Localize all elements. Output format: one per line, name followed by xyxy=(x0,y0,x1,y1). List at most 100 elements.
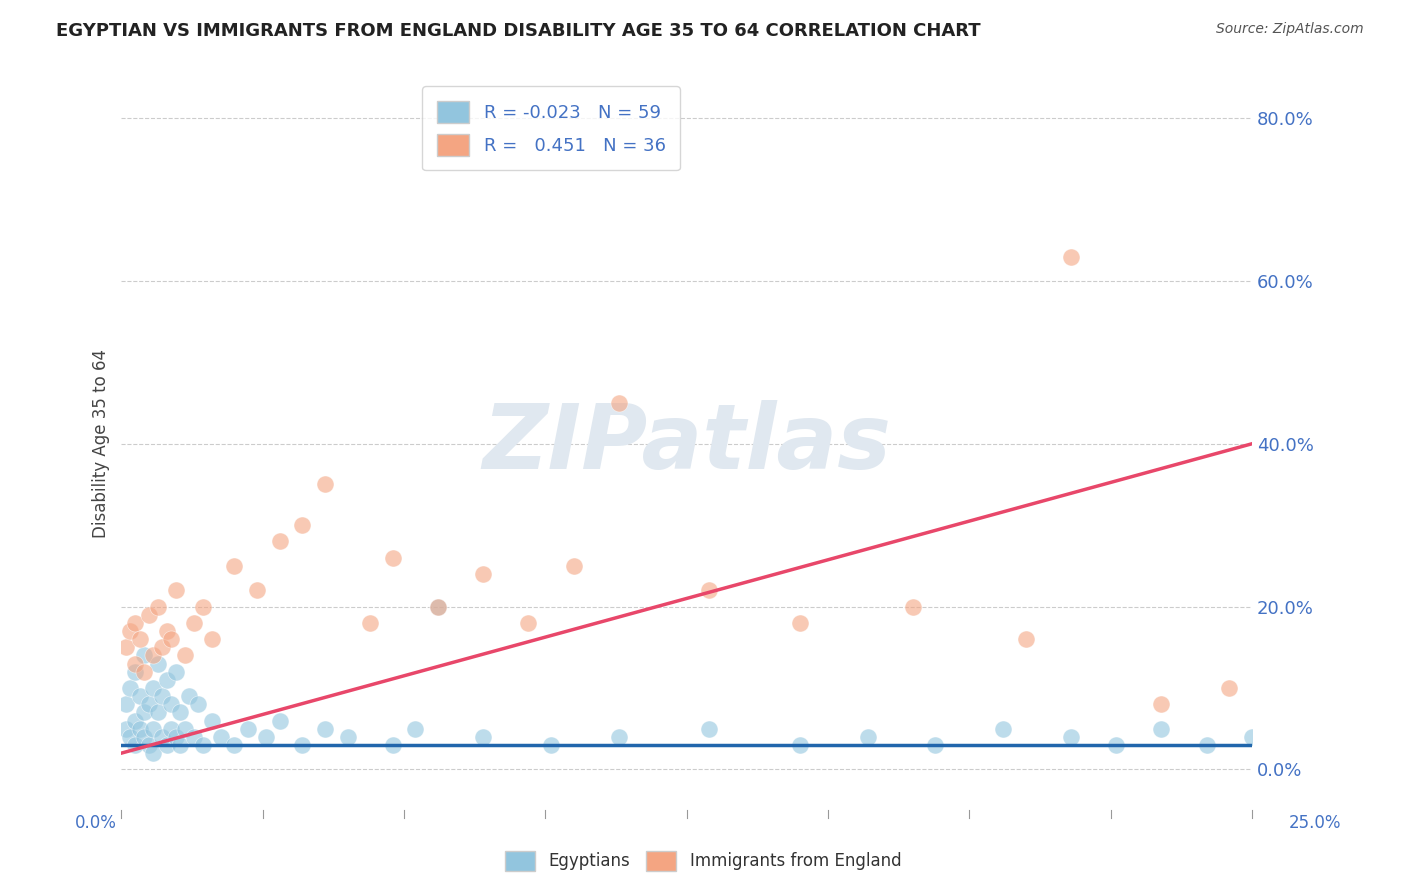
Point xyxy=(160,722,183,736)
Point xyxy=(115,640,138,655)
Point xyxy=(115,698,138,712)
Point xyxy=(336,730,359,744)
Point xyxy=(160,698,183,712)
Point xyxy=(993,722,1015,736)
Y-axis label: Disability Age 35 to 64: Disability Age 35 to 64 xyxy=(93,350,110,538)
Point xyxy=(169,706,191,720)
Point xyxy=(201,632,224,647)
Point xyxy=(381,550,404,565)
Point xyxy=(124,714,146,728)
Point xyxy=(191,599,214,614)
Point xyxy=(254,730,277,744)
Point xyxy=(138,698,160,712)
Point xyxy=(291,518,314,533)
Text: 0.0%: 0.0% xyxy=(75,814,117,831)
Point xyxy=(1015,632,1038,647)
Point xyxy=(1105,738,1128,752)
Point xyxy=(607,396,630,410)
Point xyxy=(246,583,269,598)
Legend: R = -0.023   N = 59, R =   0.451   N = 36: R = -0.023 N = 59, R = 0.451 N = 36 xyxy=(422,87,681,170)
Point xyxy=(924,738,946,752)
Point xyxy=(132,665,155,679)
Point xyxy=(291,738,314,752)
Point xyxy=(165,665,187,679)
Point xyxy=(314,477,336,491)
Point xyxy=(156,624,179,638)
Point xyxy=(142,746,165,760)
Point xyxy=(150,640,173,655)
Point xyxy=(146,706,169,720)
Point xyxy=(146,657,169,671)
Point xyxy=(169,738,191,752)
Point xyxy=(191,738,214,752)
Point xyxy=(179,689,201,703)
Point xyxy=(540,738,562,752)
Point xyxy=(150,689,173,703)
Point xyxy=(269,714,291,728)
Point xyxy=(128,632,150,647)
Point xyxy=(697,583,720,598)
Point xyxy=(142,681,165,695)
Text: 25.0%: 25.0% xyxy=(1288,814,1341,831)
Point xyxy=(156,738,179,752)
Point xyxy=(209,730,232,744)
Point xyxy=(132,706,155,720)
Point xyxy=(1060,250,1083,264)
Text: Source: ZipAtlas.com: Source: ZipAtlas.com xyxy=(1216,22,1364,37)
Point xyxy=(789,738,811,752)
Point xyxy=(697,722,720,736)
Point xyxy=(132,648,155,663)
Legend: Egyptians, Immigrants from England: Egyptians, Immigrants from England xyxy=(496,842,910,880)
Point xyxy=(165,583,187,598)
Point xyxy=(1218,681,1240,695)
Point xyxy=(427,599,450,614)
Point xyxy=(132,730,155,744)
Text: ZIPatlas: ZIPatlas xyxy=(482,400,891,488)
Point xyxy=(427,599,450,614)
Point xyxy=(124,665,146,679)
Point xyxy=(138,738,160,752)
Point xyxy=(269,534,291,549)
Point xyxy=(173,722,195,736)
Point xyxy=(120,730,142,744)
Point xyxy=(472,567,495,582)
Point xyxy=(146,599,169,614)
Point xyxy=(128,689,150,703)
Point xyxy=(165,730,187,744)
Point xyxy=(120,681,142,695)
Point xyxy=(128,722,150,736)
Point xyxy=(183,615,205,630)
Point xyxy=(173,648,195,663)
Point xyxy=(156,673,179,687)
Point xyxy=(142,648,165,663)
Point xyxy=(224,558,246,573)
Point xyxy=(314,722,336,736)
Point xyxy=(404,722,426,736)
Point xyxy=(517,615,540,630)
Point xyxy=(124,615,146,630)
Point xyxy=(381,738,404,752)
Point xyxy=(359,615,381,630)
Point xyxy=(789,615,811,630)
Point xyxy=(1240,730,1263,744)
Point xyxy=(160,632,183,647)
Point xyxy=(901,599,924,614)
Point xyxy=(224,738,246,752)
Point xyxy=(124,738,146,752)
Point xyxy=(150,730,173,744)
Point xyxy=(1150,722,1173,736)
Point xyxy=(115,722,138,736)
Point xyxy=(856,730,879,744)
Point xyxy=(1195,738,1218,752)
Point xyxy=(1060,730,1083,744)
Point xyxy=(138,607,160,622)
Point xyxy=(120,624,142,638)
Point xyxy=(124,657,146,671)
Point xyxy=(187,698,209,712)
Point xyxy=(236,722,259,736)
Point xyxy=(1150,698,1173,712)
Point xyxy=(607,730,630,744)
Point xyxy=(562,558,585,573)
Point xyxy=(472,730,495,744)
Point xyxy=(142,722,165,736)
